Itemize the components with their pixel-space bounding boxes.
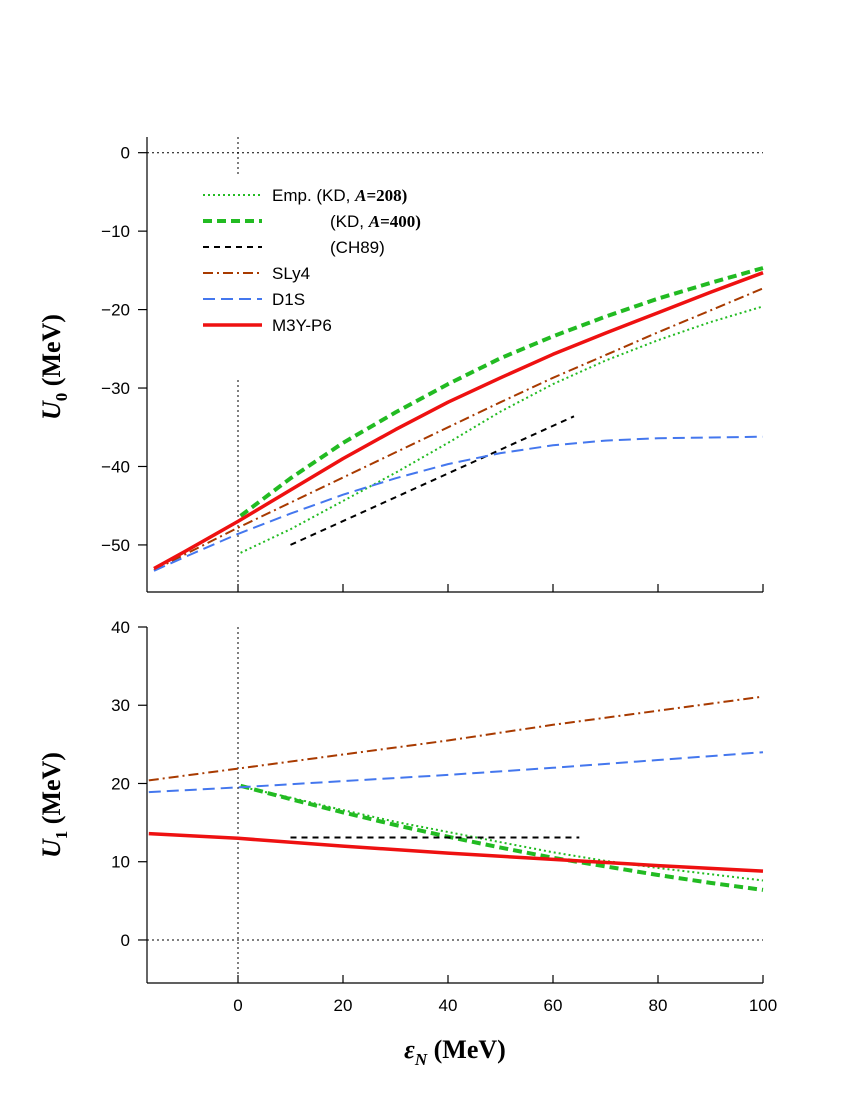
legend-label-ch89: (CH89)	[330, 238, 385, 257]
ylabel-unit: (MeV)	[37, 752, 66, 824]
series-kd_400	[239, 266, 764, 518]
x-ticks: 0 20 40 60 80 100	[233, 996, 777, 1015]
y-axis-label-u0: U0 (MeV)	[37, 314, 71, 420]
legend-label-kd_400: (KD, A=400)	[330, 212, 421, 231]
series-d1s	[148, 751, 764, 794]
x-tick-label: 0	[233, 996, 242, 1015]
legend-label-part: (CH89)	[330, 238, 385, 257]
series-group	[153, 266, 764, 572]
xlabel-unit: (MeV)	[434, 1035, 506, 1064]
x-tick-label: 60	[544, 996, 563, 1015]
reference-lines	[147, 627, 763, 983]
ylabel-symbol: U	[37, 838, 66, 858]
y-ticks: 40 30 20 10 0	[111, 618, 147, 950]
series-kd_400	[240, 783, 764, 892]
series-group	[148, 695, 764, 892]
series-d1s	[153, 435, 764, 572]
legend-label-emp_kd_208: Emp. (KD, A=208)	[272, 186, 407, 205]
legend-label-part: =208)	[366, 186, 407, 205]
xlabel-symbol: ε	[404, 1035, 415, 1064]
upper-panel-u0: 0−10−20−30−40−50 Emp. (KD, A=208)(KD, A=…	[37, 137, 764, 593]
x-tick-label: 40	[439, 996, 458, 1015]
ylabel-subscript: 1	[52, 831, 71, 840]
ylabel-unit: (MeV)	[37, 314, 66, 386]
legend-label-m3y-p6: M3Y-P6	[272, 316, 332, 335]
series-ch89	[290, 415, 575, 546]
x-axis-label: εN (MeV)	[404, 1035, 506, 1069]
y-tick-label: −10	[101, 222, 130, 241]
y-axis-label-u1: U1 (MeV)	[37, 752, 71, 858]
legend-label-part: D1S	[272, 290, 305, 309]
y-tick-label: 0	[121, 931, 130, 950]
legend: Emp. (KD, A=208)(KD, A=400)(CH89)SLy4D1S…	[203, 186, 421, 335]
y-tick-label: 10	[111, 853, 130, 872]
y-tick-label: −40	[101, 457, 130, 476]
series-m3y-p6	[153, 271, 764, 571]
series-sly4	[148, 695, 764, 782]
y-tick-label: 20	[111, 774, 130, 793]
legend-label-part: Emp. (KD,	[272, 186, 355, 205]
reference-lines	[147, 137, 763, 592]
y-tick-label: 40	[111, 618, 130, 637]
legend-label-part: SLy4	[272, 264, 310, 283]
legend-label-part: M3Y-P6	[272, 316, 332, 335]
y-tick-label: −50	[101, 536, 130, 555]
legend-label-part: A	[368, 212, 380, 231]
x-tick-label: 20	[334, 996, 353, 1015]
axes	[146, 627, 764, 984]
y-tick-label: 0	[121, 144, 130, 163]
y-tick-label: 30	[111, 696, 130, 715]
y-tick-label: −20	[101, 301, 130, 320]
legend-label-part: =400)	[380, 212, 421, 231]
axes	[146, 137, 764, 593]
series-m3y-p6	[148, 831, 764, 873]
ylabel-subscript: 0	[52, 393, 71, 402]
series-sly4	[153, 287, 764, 571]
legend-label-part: A	[354, 186, 366, 205]
x-tick-label: 80	[649, 996, 668, 1015]
legend-label-part: (KD,	[330, 212, 369, 231]
legend-label-sly4: SLy4	[272, 264, 310, 283]
xlabel-subscript: N	[414, 1050, 428, 1069]
y-ticks: 0 −10 −20 −30 −40 −50	[101, 144, 147, 555]
y-tick-label: −30	[101, 379, 130, 398]
legend-label-d1s: D1S	[272, 290, 305, 309]
x-tick-label: 100	[749, 996, 777, 1015]
series-emp_kd_208	[240, 305, 764, 554]
ylabel-symbol: U	[37, 400, 66, 420]
series-emp_kd_208	[240, 785, 764, 882]
